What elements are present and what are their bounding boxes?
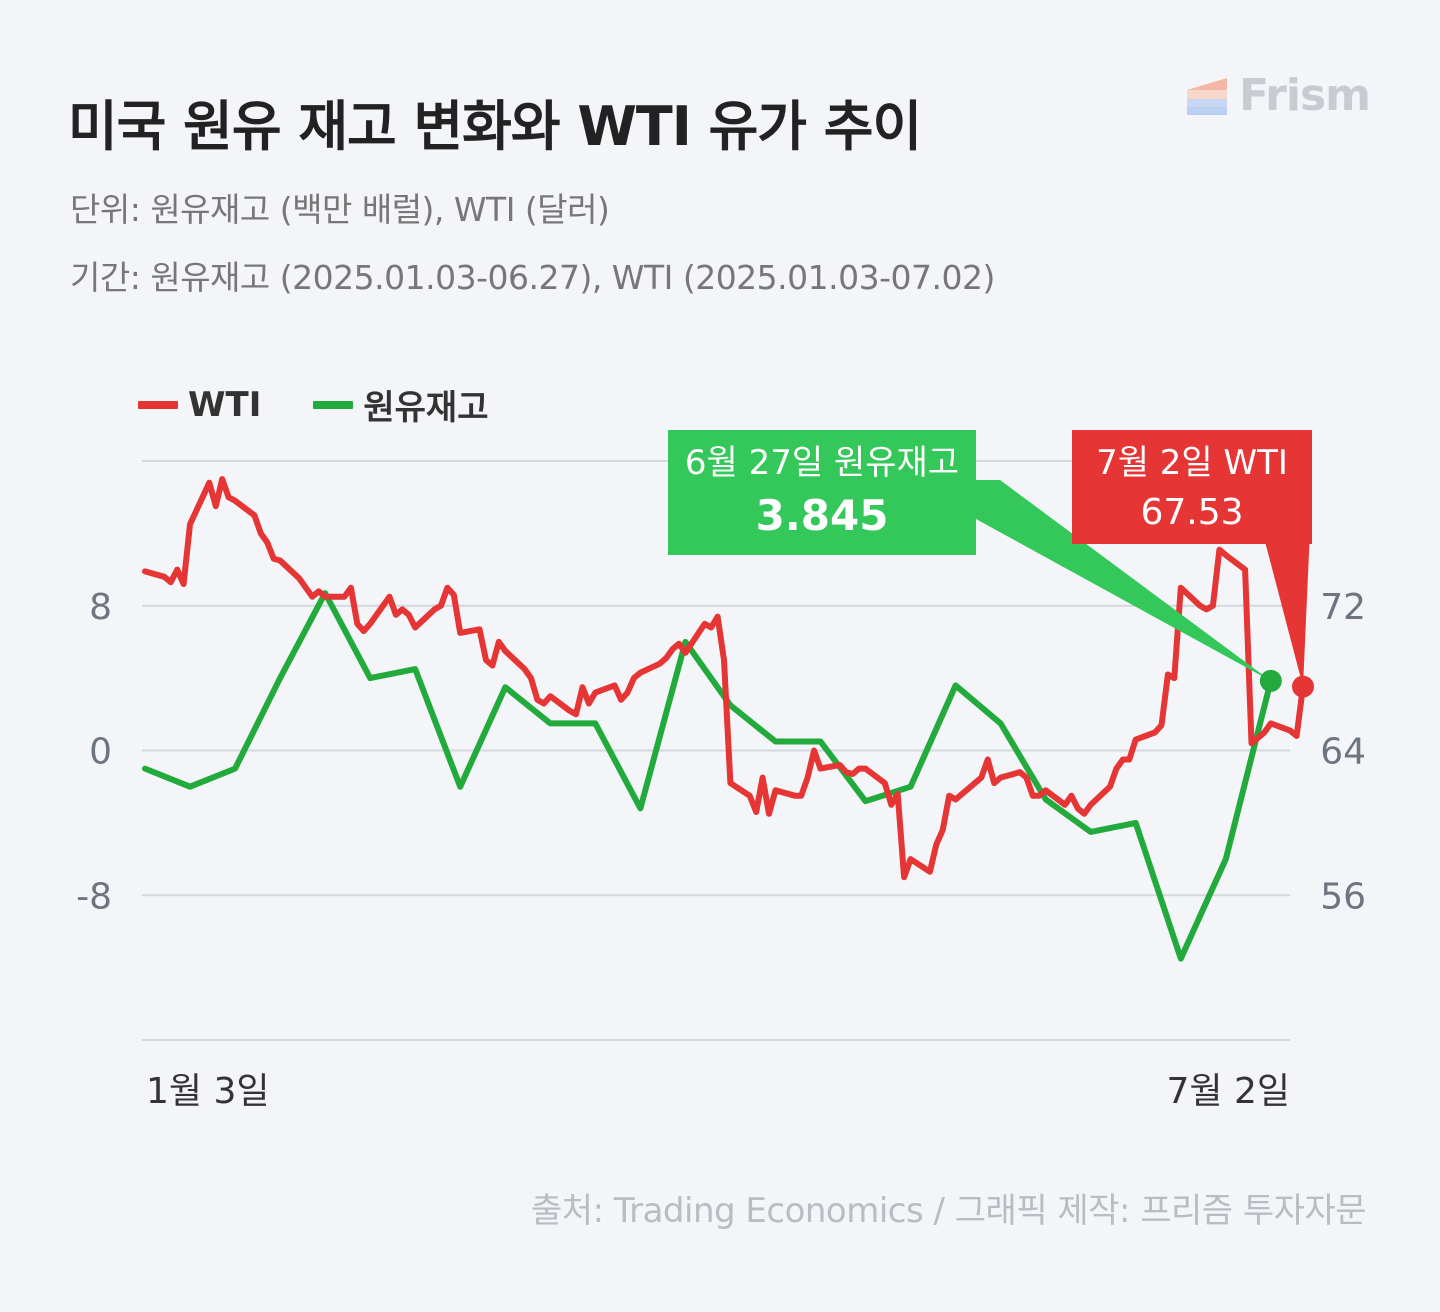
end-point-inventory [1259, 669, 1282, 692]
callout-layer: 6월 27일 원유재고 3.845 7월 2일 WTI 67.53 [668, 430, 1314, 698]
left-tick-label: 0 [89, 732, 112, 773]
brand-logo: Frism [1186, 70, 1371, 121]
chart-title: 미국 원유 재고 변화와 WTI 유가 추이 [68, 95, 922, 158]
legend-label-wti: WTI [188, 384, 262, 425]
series-layer [142, 476, 1306, 962]
right-tick-label: 64 [1320, 732, 1366, 773]
legend-swatch-wti [138, 400, 178, 409]
legend-label-inventory: 원유재고 [363, 388, 489, 428]
x-label-end: 7월 2일 [1167, 1071, 1291, 1112]
end-point-wti [1292, 675, 1314, 698]
legend-item-inventory: 원유재고 [313, 380, 488, 429]
callout-box-wti [1072, 430, 1312, 544]
frism-logo-icon [1186, 77, 1227, 115]
callout-pointer-wti [1262, 530, 1310, 687]
source-note: 출처: Trading Economics / 그래픽 제작: 프리즘 투자자문 [531, 1191, 1366, 1231]
left-tick-label: 8 [89, 587, 112, 628]
callout-value-wti: 67.53 [1140, 492, 1243, 533]
callout-date-inventory: 6월 27일 원유재고 [685, 443, 959, 483]
legend-swatch-inventory [313, 400, 354, 409]
legend-item-wti: WTI [138, 385, 261, 425]
brand-name: Frism [1238, 70, 1371, 121]
right-tick-label: 56 [1320, 876, 1366, 917]
subtitle-period: 기간: 원유재고 (2025.01.03-06.27), WTI (2025.0… [70, 258, 995, 297]
callout-value-inventory: 3.845 [756, 491, 889, 540]
left-tick-label: -8 [76, 876, 112, 917]
left-axis: 8 0 -8 [76, 587, 112, 918]
x-label-start: 1월 3일 [146, 1071, 270, 1112]
right-axis: 72 64 56 [1320, 587, 1366, 918]
subtitle-unit: 단위: 원유재고 (백만 배럴), WTI (달러) [70, 190, 610, 229]
right-tick-label: 72 [1320, 587, 1366, 628]
series-line-wti [142, 476, 1306, 881]
callout-box-inventory [668, 430, 976, 555]
callout-pointer-inventory [905, 480, 1271, 681]
callout-date-wti: 7월 2일 WTI [1096, 443, 1288, 483]
legend: WTI 원유재고 [138, 380, 488, 429]
series-line-inventory [142, 590, 1274, 962]
